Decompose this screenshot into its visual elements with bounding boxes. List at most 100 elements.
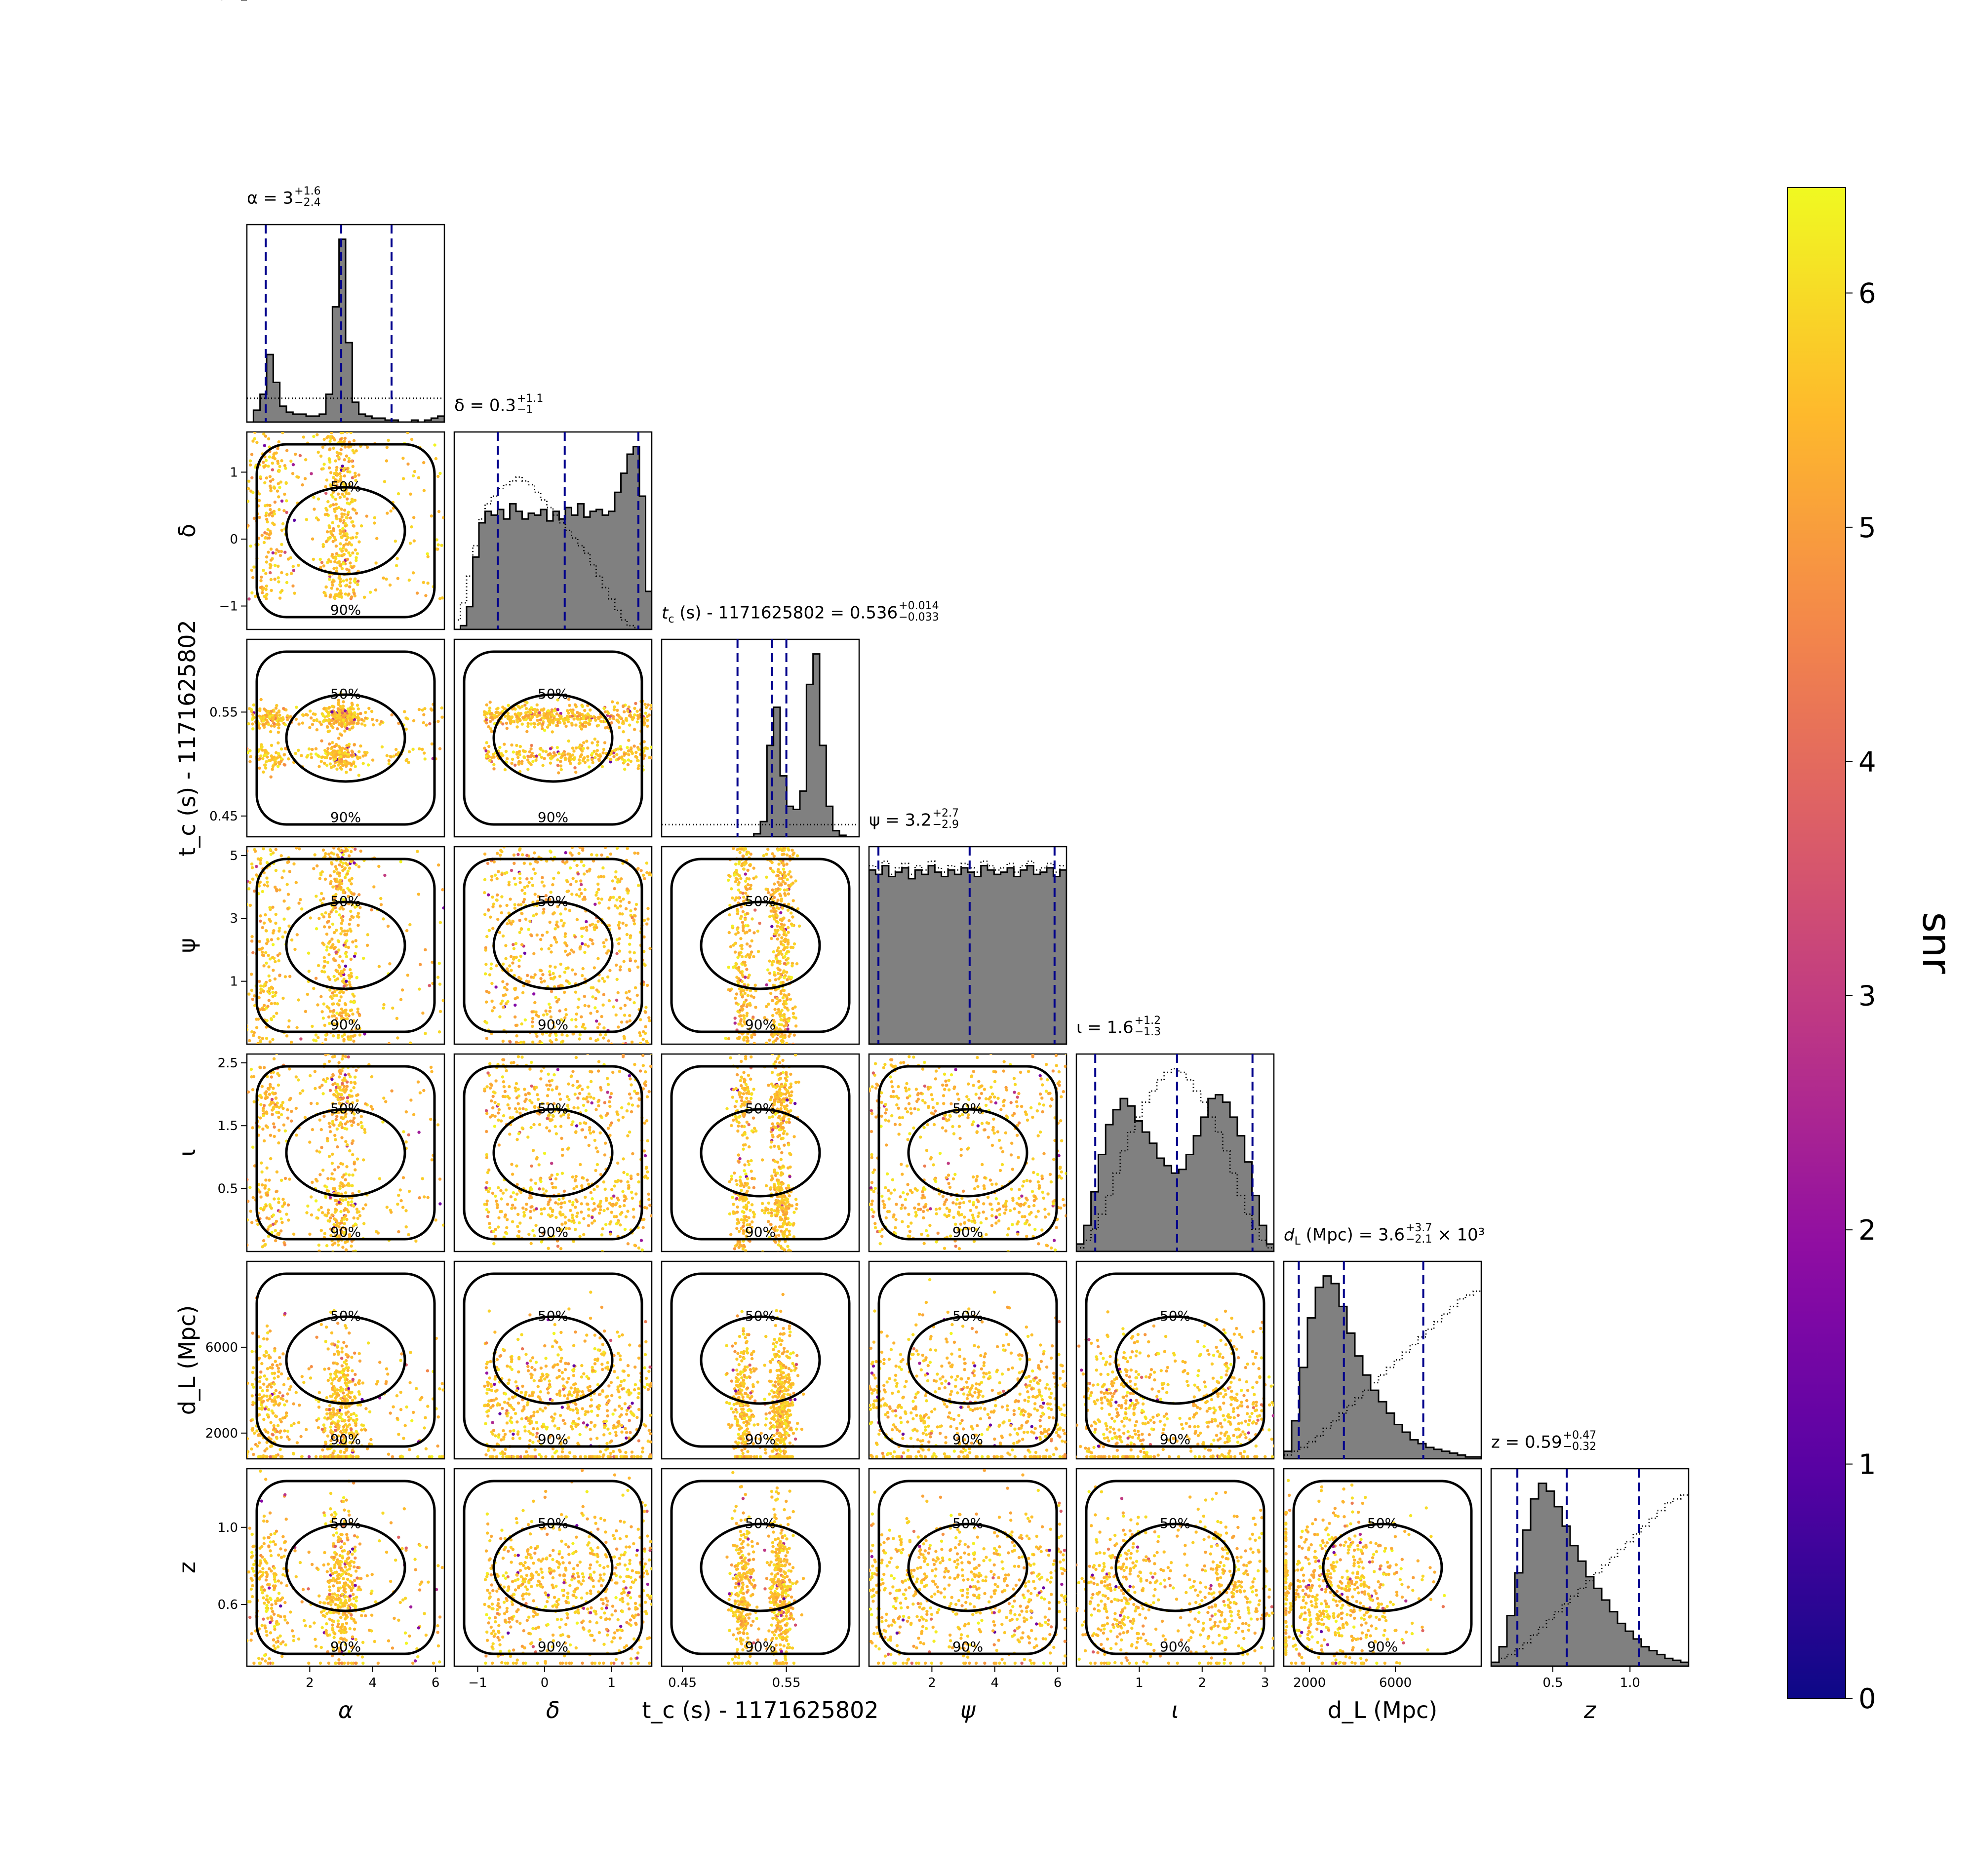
sample-point [580, 749, 584, 753]
sample-point [575, 918, 579, 922]
sample-point [339, 932, 343, 936]
sample-point [239, 756, 242, 759]
sample-point [273, 1105, 276, 1109]
sample-point [551, 883, 554, 887]
sample-point [339, 860, 343, 863]
sample-point [305, 518, 308, 521]
sample-point [501, 722, 505, 726]
sample-point [731, 924, 734, 928]
sample-point [348, 728, 352, 732]
sample-point [395, 557, 399, 560]
sample-point [344, 524, 347, 528]
panel-psi-delta: 90%50% [453, 846, 653, 1045]
sample-point [378, 1177, 382, 1180]
sample-point [289, 556, 292, 560]
sample-point [492, 755, 496, 759]
sample-point [790, 962, 794, 965]
sample-point [295, 1133, 298, 1137]
sample-point [780, 936, 784, 939]
sample-point [328, 977, 332, 981]
sample-point [259, 1116, 262, 1120]
sample-point [510, 955, 513, 958]
sample-point [750, 994, 753, 998]
sample-point [744, 898, 748, 901]
sample-point [301, 713, 305, 717]
sample-point [339, 580, 342, 584]
sample-point [347, 755, 350, 759]
sample-point [548, 712, 552, 715]
sample-point [332, 975, 336, 978]
sample-point [580, 892, 583, 896]
sample-point [787, 872, 790, 876]
sample-point [279, 1217, 283, 1221]
sample-point [746, 1039, 750, 1043]
sample-point [789, 875, 793, 879]
sample-point [630, 1177, 633, 1180]
sample-point [360, 1124, 364, 1128]
sample-point [328, 742, 331, 746]
sample-point [322, 897, 325, 900]
sample-point [778, 999, 782, 1003]
sample-point [342, 553, 345, 557]
sample-point [298, 454, 302, 457]
sample-point [608, 1124, 612, 1127]
sample-point [349, 432, 353, 434]
sample-point [547, 947, 551, 951]
sample-point [345, 1127, 349, 1131]
sample-point [645, 714, 649, 718]
sample-point [291, 584, 295, 588]
sample-point [737, 888, 741, 892]
sample-point [491, 905, 495, 908]
sample-point [736, 883, 740, 887]
sample-point [617, 1118, 621, 1122]
sample-point [349, 968, 352, 972]
sample-point [619, 965, 623, 969]
posterior-histogram [869, 864, 1066, 1044]
sample-point [285, 573, 289, 576]
sample-point [333, 1234, 337, 1238]
sample-point [288, 715, 291, 719]
sample-point [602, 993, 606, 996]
sample-point [782, 867, 786, 871]
sample-point [617, 757, 620, 761]
sample-point [358, 906, 362, 909]
sample-point [442, 516, 444, 519]
sample-point [557, 1198, 561, 1201]
sample-point [334, 910, 338, 914]
sample-point [518, 744, 522, 748]
sample-point [750, 1035, 753, 1039]
sample-point [422, 751, 426, 755]
sample-point [292, 569, 295, 572]
sample-point [417, 476, 420, 479]
sample-point [324, 911, 327, 915]
sample-point [328, 874, 332, 878]
sample-point [335, 587, 339, 591]
sample-point [786, 950, 790, 953]
sample-point [506, 1000, 510, 1004]
sample-point [267, 1188, 271, 1191]
sample-point [483, 712, 486, 716]
sample-point [737, 1022, 741, 1026]
sample-point [745, 912, 749, 915]
sample-point [307, 747, 311, 751]
sample-point [351, 1153, 355, 1157]
sample-point [597, 1022, 601, 1026]
sample-point [272, 1101, 275, 1105]
sample-point [348, 878, 351, 882]
sample-point [649, 1064, 652, 1068]
sample-point [335, 593, 339, 596]
sample-point [253, 850, 257, 853]
sample-point [428, 722, 432, 726]
sample-point [315, 1149, 319, 1153]
sample-point [779, 1015, 782, 1018]
sample-point [340, 733, 344, 737]
sample-point [340, 1103, 344, 1107]
sample-point [491, 1094, 495, 1098]
sample-point [273, 500, 277, 504]
sample-point [772, 906, 775, 910]
sample-point [418, 987, 421, 991]
sample-point [255, 873, 258, 877]
sample-point [277, 959, 280, 963]
sample-point [742, 1004, 745, 1008]
sample-point [330, 945, 333, 949]
